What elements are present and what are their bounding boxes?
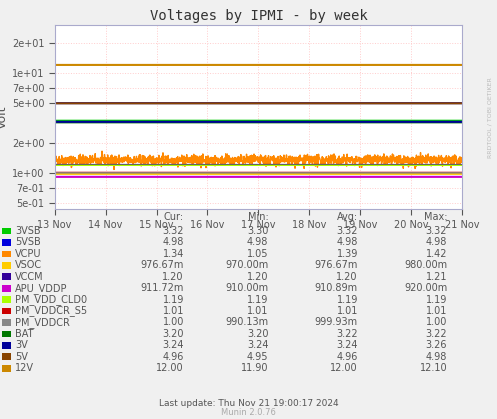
Text: 910.89m: 910.89m [315,283,358,293]
Text: BAT: BAT [15,329,33,339]
Text: 3.24: 3.24 [163,340,184,350]
Text: 976.67m: 976.67m [141,260,184,270]
Text: 4.98: 4.98 [163,238,184,248]
Text: 1.21: 1.21 [426,272,447,282]
Text: 999.93m: 999.93m [315,318,358,328]
Text: Munin 2.0.76: Munin 2.0.76 [221,408,276,417]
Text: 4.98: 4.98 [426,352,447,362]
Text: 4.96: 4.96 [163,352,184,362]
Text: PM_VDDCR_S5: PM_VDDCR_S5 [15,305,87,316]
Text: 1.01: 1.01 [336,306,358,316]
Text: 4.96: 4.96 [336,352,358,362]
Text: 1.39: 1.39 [336,249,358,259]
Text: 1.01: 1.01 [163,306,184,316]
Text: 3.32: 3.32 [426,226,447,236]
Text: 990.13m: 990.13m [225,318,268,328]
Text: 12.10: 12.10 [419,363,447,373]
Text: 3.26: 3.26 [426,340,447,350]
Text: 3.22: 3.22 [336,329,358,339]
Text: 910.00m: 910.00m [225,283,268,293]
Text: 3.20: 3.20 [163,329,184,339]
Text: Min:: Min: [248,212,268,222]
Text: 12.00: 12.00 [330,363,358,373]
Text: 1.19: 1.19 [336,295,358,305]
Text: 1.19: 1.19 [426,295,447,305]
Text: 1.19: 1.19 [247,295,268,305]
Text: RRDTOOL / TOBI OETIKER: RRDTOOL / TOBI OETIKER [487,77,492,158]
Text: VCPU: VCPU [15,249,41,259]
Text: 1.01: 1.01 [247,306,268,316]
Text: 12.00: 12.00 [156,363,184,373]
Text: 1.42: 1.42 [426,249,447,259]
Text: 12V: 12V [15,363,34,373]
Text: 5V: 5V [15,352,28,362]
Text: 3.24: 3.24 [336,340,358,350]
Text: 4.98: 4.98 [336,238,358,248]
Text: Cur:: Cur: [164,212,184,222]
Text: 1.34: 1.34 [163,249,184,259]
Y-axis label: Volt: Volt [0,106,9,129]
Text: PM_VDD_CLD0: PM_VDD_CLD0 [15,294,87,305]
Text: VCCM: VCCM [15,272,44,282]
Text: 1.00: 1.00 [163,318,184,328]
Text: 3.32: 3.32 [336,226,358,236]
Text: PM_VDDCR: PM_VDDCR [15,317,70,328]
Text: Avg:: Avg: [336,212,358,222]
Text: 11.90: 11.90 [241,363,268,373]
Text: 920.00m: 920.00m [404,283,447,293]
Text: 3.30: 3.30 [247,226,268,236]
Text: VSOC: VSOC [15,260,42,270]
Text: 1.00: 1.00 [426,318,447,328]
Text: 911.72m: 911.72m [141,283,184,293]
Text: 1.20: 1.20 [247,272,268,282]
Text: 3.22: 3.22 [425,329,447,339]
Text: 3VSB: 3VSB [15,226,41,236]
Text: 4.98: 4.98 [247,238,268,248]
Text: 970.00m: 970.00m [225,260,268,270]
Text: Last update: Thu Nov 21 19:00:17 2024: Last update: Thu Nov 21 19:00:17 2024 [159,398,338,408]
Text: 3V: 3V [15,340,28,350]
Text: 3.32: 3.32 [163,226,184,236]
Text: 1.05: 1.05 [247,249,268,259]
Text: 976.67m: 976.67m [315,260,358,270]
Text: 1.20: 1.20 [336,272,358,282]
Text: 4.98: 4.98 [426,238,447,248]
Title: Voltages by IPMI - by week: Voltages by IPMI - by week [150,8,367,23]
Text: 3.20: 3.20 [247,329,268,339]
Text: 1.20: 1.20 [163,272,184,282]
Text: APU_VDDP: APU_VDDP [15,283,68,294]
Text: 1.19: 1.19 [163,295,184,305]
Text: 980.00m: 980.00m [404,260,447,270]
Text: Max:: Max: [424,212,447,222]
Text: 1.01: 1.01 [426,306,447,316]
Text: 3.24: 3.24 [247,340,268,350]
Text: 5VSB: 5VSB [15,238,41,248]
Text: 4.95: 4.95 [247,352,268,362]
